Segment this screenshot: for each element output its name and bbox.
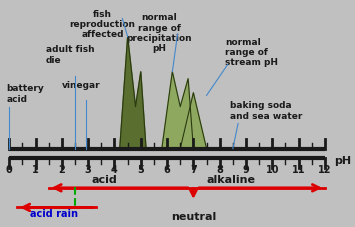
Text: 12: 12 xyxy=(318,165,332,175)
Text: 0: 0 xyxy=(6,165,13,175)
Text: 11: 11 xyxy=(292,165,305,175)
Polygon shape xyxy=(180,93,207,149)
Text: 6: 6 xyxy=(164,165,170,175)
Text: alkaline: alkaline xyxy=(207,175,256,185)
Text: 8: 8 xyxy=(216,165,223,175)
Text: acid rain: acid rain xyxy=(30,209,78,219)
Text: 7: 7 xyxy=(190,165,197,175)
Text: 3: 3 xyxy=(85,165,92,175)
Text: battery
acid: battery acid xyxy=(7,84,44,104)
Text: 1: 1 xyxy=(32,165,39,175)
Text: vinegar: vinegar xyxy=(62,81,100,90)
Text: neutral: neutral xyxy=(171,212,216,222)
Text: adult fish
die: adult fish die xyxy=(46,45,95,65)
Text: 2: 2 xyxy=(59,165,65,175)
Text: 10: 10 xyxy=(266,165,279,175)
Text: baking soda
and sea water: baking soda and sea water xyxy=(230,101,302,121)
Text: normal
range of
stream pH: normal range of stream pH xyxy=(225,38,278,67)
Text: 4: 4 xyxy=(111,165,118,175)
Text: acid: acid xyxy=(91,175,117,185)
Text: pH: pH xyxy=(334,156,351,166)
Text: fish
reproduction
affected: fish reproduction affected xyxy=(70,10,136,39)
Text: normal
range of
precipitation
pH: normal range of precipitation pH xyxy=(126,13,192,54)
Text: 5: 5 xyxy=(137,165,144,175)
Polygon shape xyxy=(162,72,193,149)
Polygon shape xyxy=(120,37,146,149)
Text: 9: 9 xyxy=(242,165,249,175)
